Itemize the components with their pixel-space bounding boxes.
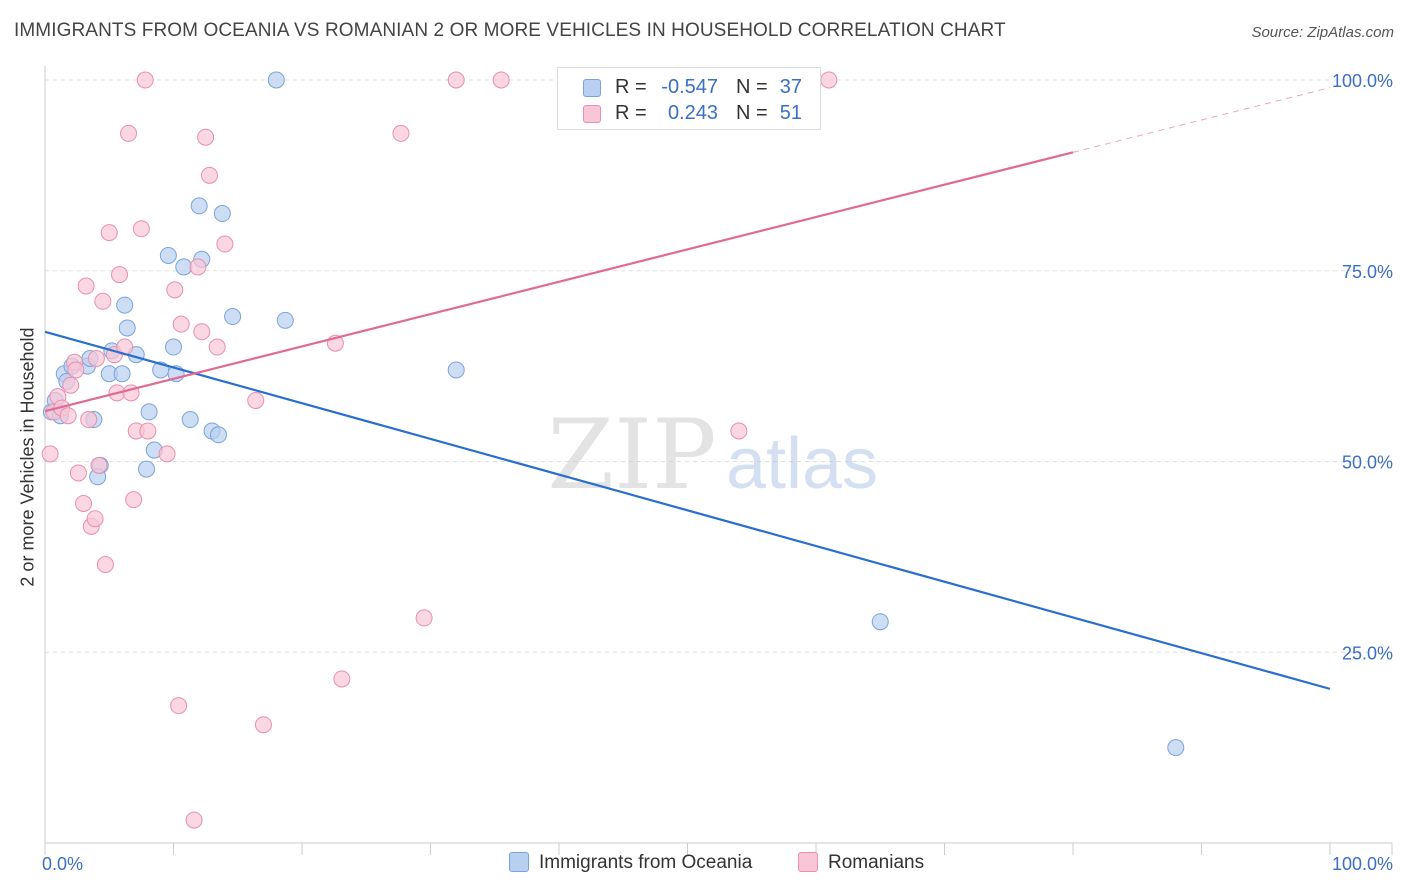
- data-point-romanians: [208, 338, 226, 356]
- data-point-romanians: [189, 258, 207, 276]
- data-point-romanians: [90, 456, 108, 474]
- data-point-romanians: [492, 71, 510, 89]
- data-point-oceania: [116, 296, 134, 314]
- data-point-romanians: [200, 166, 218, 184]
- data-point-romanians: [41, 445, 59, 463]
- legend-r-value: -0.547: [661, 76, 718, 98]
- data-point-oceania: [140, 403, 158, 421]
- data-point-oceania: [1167, 739, 1185, 757]
- data-point-romanians: [86, 510, 104, 528]
- data-point-romanians: [100, 224, 118, 242]
- data-point-romanians: [136, 71, 154, 89]
- data-point-oceania: [113, 365, 131, 383]
- data-point-romanians: [120, 124, 138, 142]
- data-point-romanians: [247, 391, 265, 409]
- legend-swatch-oceania: [583, 79, 601, 97]
- chart-source: Source: ZipAtlas.com: [1251, 24, 1394, 41]
- watermark-zip: ZIP: [547, 399, 716, 511]
- y-tick-label: 100.0%: [1332, 71, 1393, 91]
- data-point-romanians: [132, 220, 150, 238]
- data-point-romanians: [197, 128, 215, 146]
- data-point-romanians: [193, 323, 211, 341]
- data-point-oceania: [224, 308, 242, 326]
- data-point-romanians: [185, 811, 203, 829]
- data-point-romanians: [166, 281, 184, 299]
- data-point-oceania: [138, 460, 156, 478]
- data-point-oceania: [871, 613, 889, 631]
- watermark-atlas: atlas: [726, 424, 878, 504]
- series-swatch-oceania: [509, 852, 529, 872]
- watermark: ZIP atlas: [547, 399, 878, 511]
- legend-n-value: 37: [779, 76, 802, 98]
- data-point-romanians: [94, 292, 112, 310]
- legend-r-label: R =: [615, 76, 647, 98]
- trend-line-romanians: [44, 151, 1074, 413]
- series-name-romanians: Romanians: [828, 852, 925, 873]
- data-point-romanians: [111, 266, 129, 284]
- data-point-oceania: [190, 197, 208, 215]
- data-point-oceania: [165, 338, 182, 356]
- x-tick-label: 0.0%: [42, 854, 83, 874]
- data-point-romanians: [62, 376, 80, 394]
- data-point-romanians: [80, 411, 98, 429]
- data-point-romanians: [172, 315, 190, 333]
- data-point-romanians: [447, 71, 465, 89]
- data-point-romanians: [139, 422, 157, 440]
- data-point-oceania: [209, 426, 227, 444]
- series-name-oceania: Immigrants from Oceania: [539, 852, 753, 873]
- data-point-romanians: [415, 609, 433, 627]
- trend-line-romanians-extension: [1072, 87, 1331, 153]
- y-axis-title: 2 or more Vehicles in Household: [17, 327, 38, 587]
- data-point-romanians: [170, 697, 188, 715]
- legend-n-value: 51: [779, 102, 802, 124]
- series-legend-romanians: Romanians: [798, 852, 924, 874]
- chart-title: IMMIGRANTS FROM OCEANIA VS ROMANIAN 2 OR…: [14, 20, 1006, 41]
- legend-row-romanians: R = 0.243 N = 51: [558, 100, 820, 126]
- data-point-oceania: [118, 319, 136, 337]
- data-point-oceania: [181, 411, 199, 429]
- data-point-romanians: [77, 277, 95, 295]
- axis-layer: [44, 66, 1393, 855]
- legend-n-label: N =: [736, 76, 768, 98]
- data-point-romanians: [96, 556, 114, 574]
- data-point-romanians: [67, 361, 85, 379]
- y-tick-label: 50.0%: [1342, 453, 1393, 473]
- data-point-oceania: [447, 361, 465, 379]
- data-point-romanians: [75, 494, 93, 512]
- data-point-oceania: [276, 311, 294, 329]
- x-tick-label: 100.0%: [1332, 854, 1393, 874]
- legend-swatch-romanians: [583, 105, 601, 123]
- legend-r-value: 0.243: [667, 102, 718, 124]
- stats-legend: R = -0.547 N = 37 R = 0.243 N = 51: [557, 67, 821, 130]
- labels-layer: 25.0% 50.0% 75.0% 100.0% 0.0% 100.0%: [42, 71, 1393, 874]
- legend-r-label: R =: [615, 102, 647, 124]
- series-legend-oceania: Immigrants from Oceania: [509, 852, 752, 874]
- data-point-oceania: [267, 71, 285, 89]
- legend-n-label: N =: [736, 102, 768, 124]
- y-tick-label: 75.0%: [1342, 262, 1393, 282]
- data-point-romanians: [69, 464, 87, 482]
- data-point-oceania: [159, 246, 177, 264]
- data-point-oceania: [175, 258, 193, 276]
- data-point-romanians: [158, 445, 176, 463]
- grid-layer: [45, 79, 1392, 653]
- data-point-romanians: [125, 491, 143, 509]
- legend-row-oceania: R = -0.547 N = 37: [558, 74, 820, 100]
- data-point-romanians: [216, 235, 234, 253]
- data-point-romanians: [87, 349, 105, 367]
- data-point-romanians: [59, 407, 77, 425]
- data-point-romanians: [730, 422, 748, 440]
- trend-layer: [44, 87, 1331, 690]
- data-point-romanians: [392, 124, 410, 142]
- data-point-romanians: [820, 71, 838, 89]
- points-layer: [41, 71, 1185, 829]
- y-tick-label: 25.0%: [1342, 643, 1393, 663]
- data-point-romanians: [254, 716, 272, 734]
- data-point-oceania: [213, 205, 231, 223]
- series-swatch-romanians: [798, 852, 818, 872]
- trend-line-oceania: [44, 330, 1331, 690]
- data-point-romanians: [333, 670, 351, 688]
